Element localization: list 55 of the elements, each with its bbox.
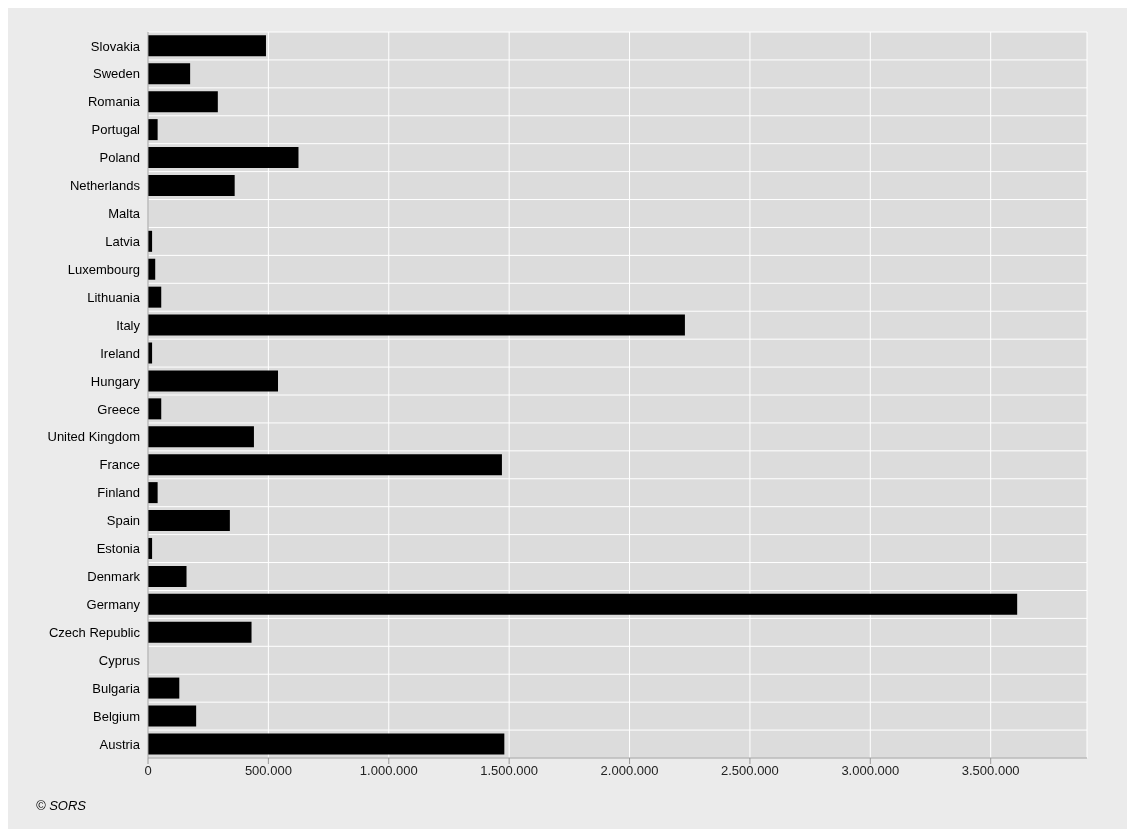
y-tick-label: Latvia — [105, 234, 141, 250]
x-tick-label: 3.500.000 — [961, 763, 1020, 779]
y-tick-label: France — [99, 457, 140, 473]
bar — [148, 510, 230, 532]
y-tick-label: Hungary — [90, 373, 141, 389]
bar — [148, 314, 685, 336]
x-tick-label: 1.000.000 — [359, 763, 418, 779]
x-tick-label: 0 — [144, 763, 152, 779]
bar — [148, 677, 180, 699]
y-tick-label: Slovakia — [90, 38, 141, 54]
bar — [148, 119, 158, 141]
x-tick-label: 2.500.000 — [721, 763, 779, 779]
bar — [148, 565, 187, 587]
y-tick-label: Romania — [87, 94, 141, 110]
y-tick-label: Estonia — [96, 541, 141, 557]
y-tick-label: Sweden — [93, 66, 140, 82]
y-tick-label: Austria — [99, 736, 141, 752]
bar — [148, 91, 218, 113]
text: © SORS — [36, 798, 88, 813]
bar — [148, 426, 254, 448]
bar — [148, 63, 191, 85]
y-tick-label: Ireland — [100, 345, 140, 361]
bar — [148, 733, 505, 755]
y-tick-label: Poland — [99, 150, 140, 166]
bar — [148, 147, 299, 169]
bar — [148, 621, 252, 643]
y-tick-label: Belgium — [93, 708, 140, 724]
bar — [148, 454, 502, 476]
y-tick-label: Cyprus — [98, 652, 141, 668]
bar — [148, 705, 197, 727]
y-tick-label: Portugal — [91, 122, 141, 138]
y-tick-label: Greece — [97, 401, 140, 417]
y-tick-label: Finland — [97, 485, 140, 501]
y-tick-label: Italy — [116, 317, 141, 333]
y-tick-label: United Kingdom — [47, 429, 140, 445]
y-tick-label: Bulgaria — [92, 680, 141, 696]
bar — [148, 482, 158, 504]
y-tick-label: Germany — [86, 597, 141, 613]
y-tick-label: Malta — [108, 206, 141, 222]
y-tick-label: Luxembourg — [67, 261, 140, 277]
y-tick-label: Spain — [106, 513, 140, 529]
x-tick-label: 1.500.000 — [480, 763, 539, 779]
y-tick-label: Lithuania — [87, 289, 141, 305]
y-tick-label: Denmark — [87, 569, 141, 585]
bar — [148, 398, 162, 420]
y-tick-label: Netherlands — [69, 178, 141, 194]
bar — [148, 35, 266, 57]
bar — [148, 286, 162, 308]
bar — [148, 593, 1018, 615]
x-tick-label: 3.000.000 — [841, 763, 900, 779]
bar — [148, 370, 279, 392]
x-tick-label: 2.000.000 — [600, 763, 659, 779]
y-tick-label: Czech Republic — [48, 624, 141, 640]
bar — [148, 174, 235, 196]
x-tick-label: 500.000 — [244, 763, 292, 779]
